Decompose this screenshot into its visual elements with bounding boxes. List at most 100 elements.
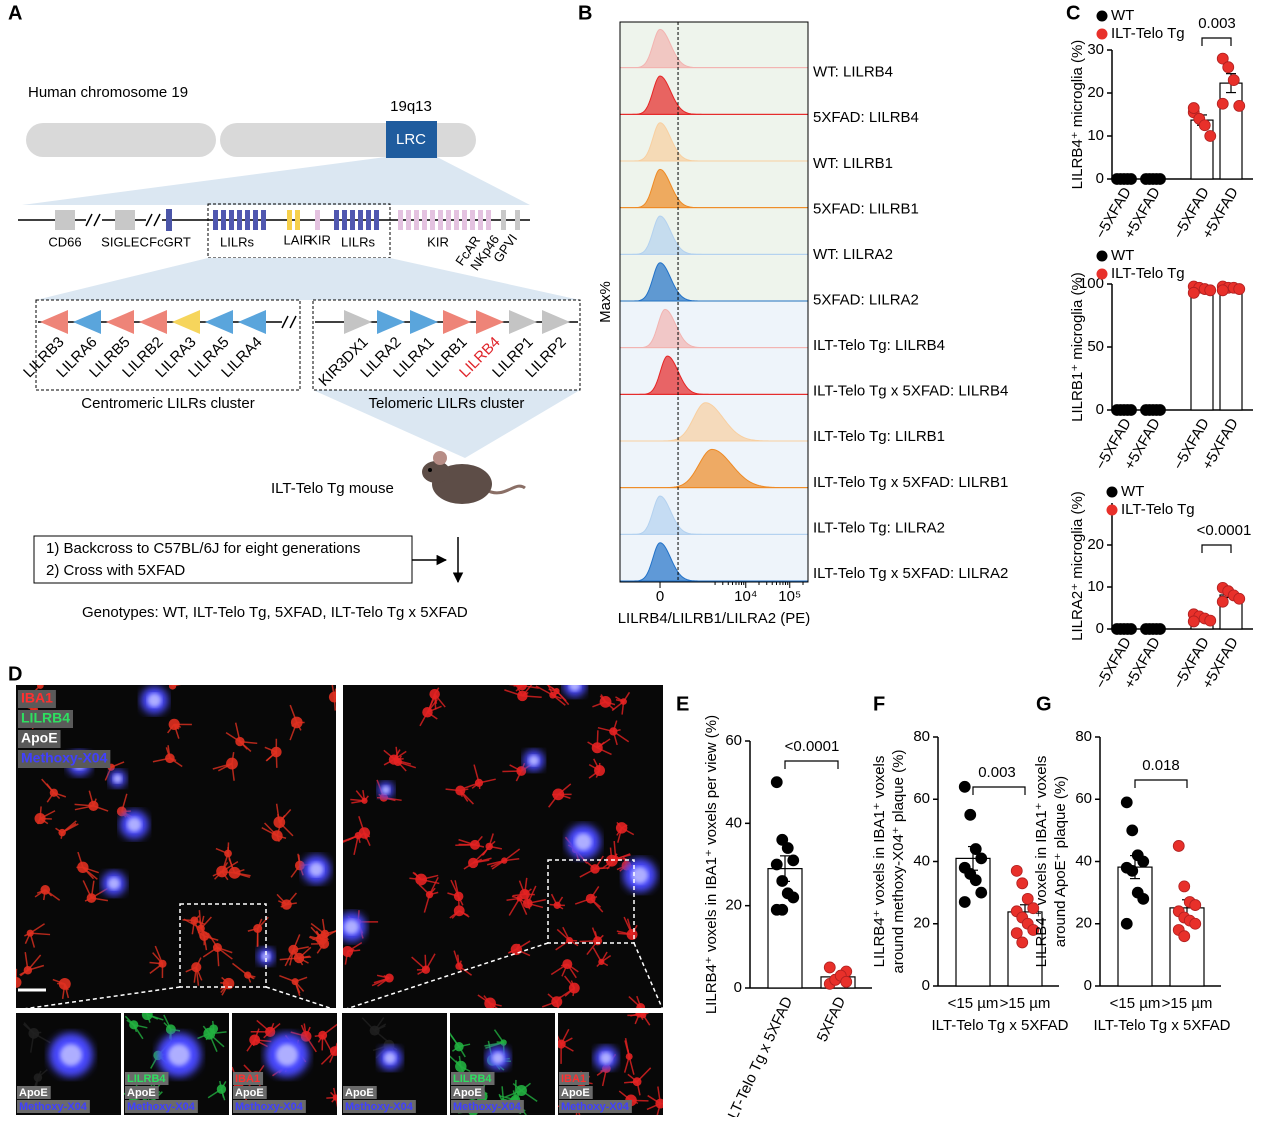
gene-block [166,209,172,231]
mouse-head [422,461,450,483]
cell-body [244,972,251,979]
cell-body [169,719,180,730]
x-tick-label: ILT-Telo Tg x 5XFAD [723,994,796,1117]
row-label: 5XFAD: LILRA2 [813,292,919,309]
plaque-core [309,862,323,876]
data-point [1205,285,1216,296]
cell-body [342,946,353,957]
significance-label: <0.0001 [785,738,840,755]
row-label: ILT-Telo Tg: LILRA2 [813,519,945,536]
cell-body [389,754,399,764]
kir-bar [398,210,403,230]
cell-body [142,1009,153,1020]
cell-body [598,959,604,965]
x-tick-label: <15 µm [1110,995,1161,1012]
cell-body [484,998,496,1010]
y-axis-label: LILRB4⁺ voxels in IBA1⁺ voxels per view … [703,715,720,1014]
data-point [824,962,835,973]
y-tick-label: 0 [1096,401,1104,418]
cluster-label: Telomeric LILRs cluster [369,395,525,412]
data-point [771,859,782,870]
cell-body [468,858,478,868]
lilr-bar [350,210,355,230]
y-tick-label: 10 [1087,127,1104,144]
cell-body [470,840,480,850]
data-point [788,855,799,866]
gene-map-label: KIR [309,232,331,247]
cell-body [592,742,603,753]
cell-body [249,1034,260,1045]
y-tick-label: 10 [1087,578,1104,595]
data-point [782,843,793,854]
significance-label: <0.0001 [1197,522,1252,539]
cell-body [253,924,262,933]
bar [768,869,802,988]
cell-body [77,862,88,873]
panel-label: B [578,2,592,24]
inset-label: IBA1 [561,1073,586,1085]
data-point [1234,100,1245,111]
channel-label: LILRB4 [21,710,70,726]
x-tick-label: >15 µm [1162,995,1213,1012]
data-point [1217,596,1228,607]
cell-body [590,864,600,874]
lilr-bar [358,210,363,230]
plaque-core [127,817,141,831]
cell-body [361,798,367,804]
cell-body [586,894,596,904]
plaque-core [60,1044,82,1066]
y-tick-label: 0 [922,977,930,994]
region-label: LRC [396,131,426,148]
data-point [1121,918,1132,929]
y-tick-label: 20 [1087,84,1104,101]
bar [1220,288,1242,410]
cell-body [197,925,205,933]
data-point [1190,900,1201,911]
lilr-bar [229,210,234,230]
cell-body [455,963,462,970]
micrograph [16,1013,121,1115]
bar [1220,83,1242,179]
cell-body [551,996,562,1007]
y-tick-label: 30 [1087,41,1104,58]
cell-body [355,832,362,839]
cell-body [329,692,340,703]
inset-label: ApoE [453,1087,482,1099]
y-tick-label: 60 [913,790,930,807]
inset-label: LILRB4 [127,1073,166,1085]
inset-label: Methoxy-X04 [345,1101,414,1113]
lair-bar [295,210,300,230]
cell-body [330,1046,340,1056]
cell-body [640,1012,646,1018]
data-point [1017,937,1028,948]
cell-process [33,679,40,685]
row-label: 5XFAD: LILRB4 [813,109,919,126]
significance-bracket [1202,545,1231,553]
cell-body [165,753,175,763]
cell-body [272,830,283,841]
mouse-eye [428,468,432,472]
significance-bracket [1202,38,1231,46]
cell-body [655,1099,665,1109]
cell-body [158,960,166,968]
cell-body [281,899,291,909]
cell-body [224,850,232,858]
inset-label: LILRB4 [453,1073,492,1085]
cell-body [385,974,394,983]
row-background [620,302,808,349]
cell-body [523,899,533,909]
y-tick-label: 40 [725,814,742,831]
cell-body [455,786,465,796]
data-point [788,892,799,903]
legend-marker [1107,505,1118,516]
gene-map-label: CD66 [48,234,81,249]
panel-label: E [676,693,689,715]
gene-block [115,210,135,230]
cell-body [271,747,282,758]
cell-body [516,766,526,776]
row-label: ILT-Telo Tg x 5XFAD: LILRA2 [813,565,1008,582]
legend-marker [1097,251,1108,262]
cell-body [88,801,98,811]
x-tick-label: 5XFAD [814,994,850,1044]
cell-body [627,929,638,940]
